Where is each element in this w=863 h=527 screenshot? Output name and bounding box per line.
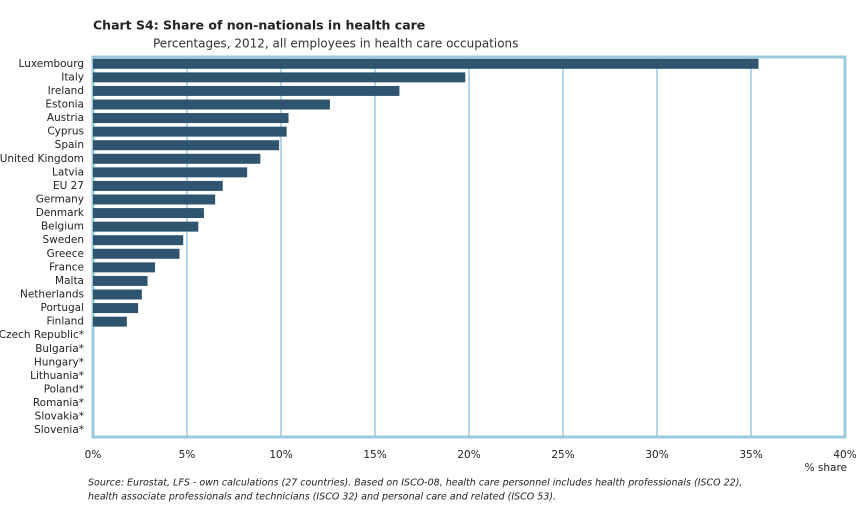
bar (93, 140, 280, 151)
x-tick-label: 0% (85, 449, 102, 461)
bar (93, 113, 289, 124)
bar (93, 262, 156, 273)
y-tick-label: Estonia (45, 99, 84, 111)
y-tick-label: Slovakia* (35, 411, 84, 423)
bar (93, 126, 287, 137)
chart-title: Chart S4: Share of non-nationals in heal… (93, 18, 425, 33)
bar (93, 194, 216, 205)
bar (93, 221, 199, 232)
plot-frame (91, 55, 847, 439)
y-tick-label: Germany (36, 194, 84, 206)
y-tick-label: Bulgaria* (35, 343, 84, 355)
bar (93, 235, 184, 246)
y-tick-label: United Kingdom (0, 153, 84, 165)
bar (93, 72, 466, 83)
y-tick-label: Austria (47, 112, 84, 124)
y-tick-label: Latvia (52, 166, 84, 178)
x-tick-label: 15% (363, 449, 386, 461)
bar (93, 180, 223, 191)
bar (93, 153, 261, 164)
bar (93, 58, 759, 69)
y-tick-label: Sweden (43, 234, 85, 246)
y-tick-label: Malta (55, 275, 84, 287)
bar (93, 208, 204, 219)
x-tick-label: 40% (833, 449, 856, 461)
y-tick-label: Netherlands (20, 289, 84, 301)
x-tick-label: 5% (179, 449, 196, 461)
source-note: health associate professionals and techn… (88, 492, 556, 503)
bar (93, 275, 148, 286)
y-tick-label: EU 27 (53, 180, 84, 192)
y-tick-label: Denmark (36, 207, 85, 219)
y-tick-label: Romania* (33, 397, 84, 409)
y-tick-label: Portugal (41, 302, 85, 314)
y-tick-label: Luxembourg (19, 58, 84, 70)
x-tick-label: 25% (551, 449, 574, 461)
y-tick-label: Italy (61, 71, 84, 83)
y-tick-label: Belgium (41, 221, 84, 233)
bar (93, 99, 330, 110)
y-tick-label: Spain (55, 139, 84, 151)
y-tick-label: Lithuania* (30, 370, 84, 382)
y-tick-label: Greece (47, 248, 84, 260)
y-tick-label: Hungary* (34, 356, 84, 368)
x-axis-label: % share (805, 462, 847, 474)
x-tick-label: 20% (457, 449, 480, 461)
y-tick-label: Finland (46, 316, 84, 328)
x-tick-label: 35% (739, 449, 762, 461)
source-note: Source: Eurostat, LFS - own calculations… (88, 478, 742, 489)
bar (93, 303, 139, 314)
bar (93, 85, 400, 96)
x-tick-label: 10% (269, 449, 292, 461)
bar (93, 289, 142, 300)
y-tick-label: France (49, 261, 84, 273)
bar (93, 248, 180, 259)
bar (93, 167, 248, 178)
x-tick-label: 30% (645, 449, 668, 461)
y-tick-label: Ireland (48, 85, 84, 97)
chart-subtitle: Percentages, 2012, all employees in heal… (153, 37, 518, 51)
y-tick-label: Cyprus (47, 126, 84, 138)
y-tick-label: Slovenia* (34, 424, 84, 436)
bar (93, 316, 127, 327)
y-tick-label: Poland* (44, 384, 84, 396)
y-tick-label: Czech Republic* (0, 329, 84, 341)
